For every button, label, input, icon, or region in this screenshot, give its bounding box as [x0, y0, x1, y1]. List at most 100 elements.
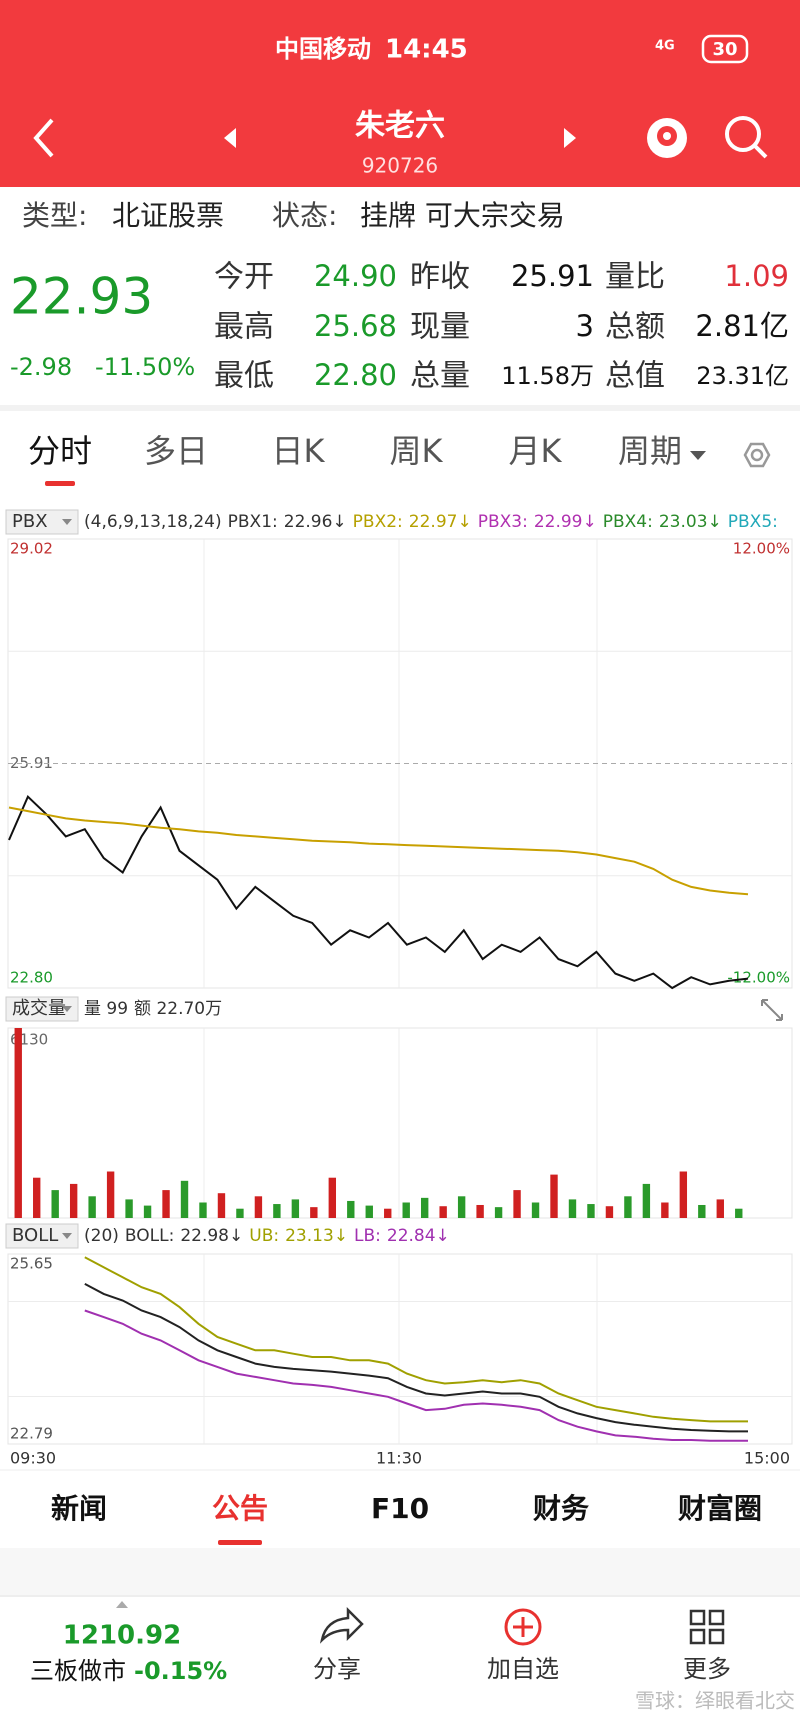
nav-button[interactable]: 加自选: [487, 1655, 559, 1683]
volume-bar: [162, 1190, 170, 1218]
bottom-tab[interactable]: 财务: [533, 1492, 589, 1525]
y-tick-label: 22.80: [10, 969, 53, 987]
index-change: -0.15%: [134, 1657, 227, 1685]
gap: [0, 1548, 800, 1595]
carrier: 中国移动: [275, 35, 371, 63]
legend-value: 23.13↓: [285, 1226, 348, 1246]
field-label: 现量: [410, 310, 470, 345]
volume-bar: [254, 1196, 263, 1218]
add-icon[interactable]: [504, 1608, 542, 1646]
share-icon[interactable]: [319, 1606, 364, 1644]
dropdown-arrow: [690, 451, 706, 460]
legend-name: LB:: [354, 1226, 381, 1246]
tab[interactable]: 周K: [390, 432, 444, 470]
series-line: [84, 1309, 748, 1442]
volume-bar: [439, 1206, 447, 1218]
bottom-tab[interactable]: 财富圈: [678, 1492, 762, 1525]
bottom-tab[interactable]: 新闻: [51, 1492, 107, 1525]
amount: 额 22.70万: [134, 999, 222, 1019]
clock: 14:45: [385, 35, 468, 65]
tab[interactable]: 日K: [272, 432, 326, 470]
volume-bar: [531, 1202, 540, 1218]
legend-name: PBX2:: [353, 512, 403, 532]
volume-bar: [420, 1197, 429, 1218]
field-label: 总值: [605, 359, 665, 394]
more-icon[interactable]: [689, 1609, 725, 1645]
volume-bar: [51, 1190, 59, 1218]
volume-bar: [476, 1204, 484, 1218]
field-value: 25.68: [314, 309, 397, 343]
legend-value: 23.03↓: [659, 512, 722, 532]
legend-value: 22.96↓: [284, 512, 347, 532]
volume-bar: [716, 1199, 724, 1218]
legend-value: 22.97↓: [409, 512, 472, 532]
legend-name: BOLL:: [125, 1226, 174, 1246]
volume-bar: [587, 1204, 595, 1218]
field-value: 25.91: [511, 259, 594, 293]
field-value: 24.90: [314, 259, 397, 293]
tab[interactable]: 周期: [618, 432, 682, 470]
legend-name: PBX4:: [603, 512, 653, 532]
volume-bar: [236, 1208, 244, 1218]
series-line: [8, 794, 749, 990]
back-button[interactable]: [33, 118, 54, 158]
indicator-arrow: [62, 1233, 72, 1239]
legend-name: PBX1:: [228, 512, 278, 532]
y-tick-label: 22.79: [10, 1425, 53, 1443]
field-label: 量比: [605, 260, 665, 295]
field-value: 2.81亿: [695, 309, 789, 343]
legend-value: 22.99↓: [534, 512, 597, 532]
volume-bar: [605, 1206, 614, 1218]
volume-bar: [199, 1202, 207, 1218]
settings-icon[interactable]: [743, 442, 771, 468]
time-label: 11:30: [376, 1449, 422, 1468]
volume-bar: [513, 1190, 521, 1218]
nav-button[interactable]: 分享: [313, 1655, 361, 1683]
next-stock[interactable]: [564, 128, 576, 148]
stock-name: 朱老六: [355, 109, 445, 144]
volume-bar: [402, 1202, 410, 1218]
field-value: 3: [576, 309, 594, 343]
volume: 量 99: [84, 999, 128, 1019]
indicator-name: BOLL: [12, 1225, 58, 1246]
tab[interactable]: 分时: [28, 432, 92, 470]
volume-bar: [365, 1205, 373, 1218]
volume-bar: [143, 1205, 152, 1218]
series-line: [84, 1256, 748, 1423]
legend-value: 22.98↓: [180, 1226, 243, 1246]
legend-name: UB:: [249, 1226, 279, 1246]
y-tick-label: 25.65: [10, 1255, 53, 1273]
indicator-arrow: [62, 519, 72, 525]
tab[interactable]: 多日: [144, 432, 208, 470]
field-value: 22.80: [314, 358, 397, 392]
volume-bar: [14, 1028, 22, 1218]
y-tick-label: 25.91: [10, 754, 53, 772]
indicator-name: 成交量: [12, 998, 66, 1019]
y2-tick-label: -12.00%: [727, 969, 790, 987]
plot-frame: [7, 1253, 793, 1445]
volume-bar: [69, 1183, 78, 1218]
bottom-tab[interactable]: F10: [371, 1492, 429, 1525]
type-label: 类型:: [22, 199, 87, 232]
volume-bar: [125, 1199, 133, 1218]
bottom-tab[interactable]: 公告: [212, 1492, 268, 1525]
prev-stock[interactable]: [224, 128, 236, 148]
search-icon[interactable]: [725, 116, 768, 159]
volume-bar: [642, 1183, 651, 1218]
assistant-icon[interactable]: [647, 118, 687, 158]
volume-bar: [550, 1174, 558, 1218]
volume-bar: [735, 1208, 743, 1218]
tab[interactable]: 月K: [509, 432, 563, 470]
battery-level: 30: [712, 39, 737, 60]
battery: [701, 34, 749, 64]
volume-bar: [310, 1207, 318, 1218]
indicator-name: PBX: [12, 511, 48, 532]
status-label: 状态:: [272, 199, 337, 232]
indicator-params: (4,6,9,13,18,24): [84, 512, 222, 532]
field-label: 最低: [214, 359, 274, 394]
expand-icon[interactable]: [761, 999, 783, 1021]
field-value: 23.31亿: [696, 362, 789, 390]
series-line: [84, 1283, 748, 1433]
nav-button[interactable]: 更多: [683, 1655, 731, 1683]
